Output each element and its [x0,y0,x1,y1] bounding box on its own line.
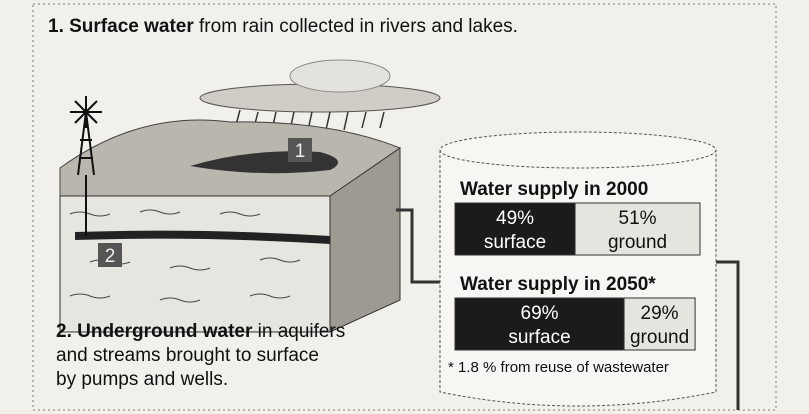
page: 1. Surface water from rain collected in … [0,0,809,414]
marker-label: 1 [295,141,306,162]
bottom-caption-line: by pumps and wells. [56,369,228,390]
bottom-caption: 2. Underground water in aquifers [56,321,345,342]
supply-title: Water supply in 2050* [460,274,656,295]
segment-label: 69% [521,303,559,324]
top-caption: 1. Surface water from rain collected in … [48,16,518,37]
caption-rest: from rain collected in rivers and lakes. [194,16,518,37]
caption-bold: 2. Underground water [56,321,253,342]
bottom-caption-line: and streams brought to surface [56,345,319,366]
caption-rest: in aquifers [252,321,345,342]
footnote: * 1.8 % from reuse of wastewater [448,359,669,376]
caption-bold: 1. Surface water [48,16,194,37]
segment-name: surface [508,327,570,348]
segment-name: surface [484,232,546,253]
segment-label: 49% [496,208,534,229]
segment-label: 29% [641,303,679,324]
land-block [60,120,400,332]
segment-label: 51% [619,208,657,229]
infographic: 1. Surface water from rain collected in … [0,0,809,414]
segment-name: ground [608,232,667,253]
marker-label: 2 [105,246,116,267]
supply-title: Water supply in 2000 [460,179,648,200]
segment-name: ground [630,327,689,348]
